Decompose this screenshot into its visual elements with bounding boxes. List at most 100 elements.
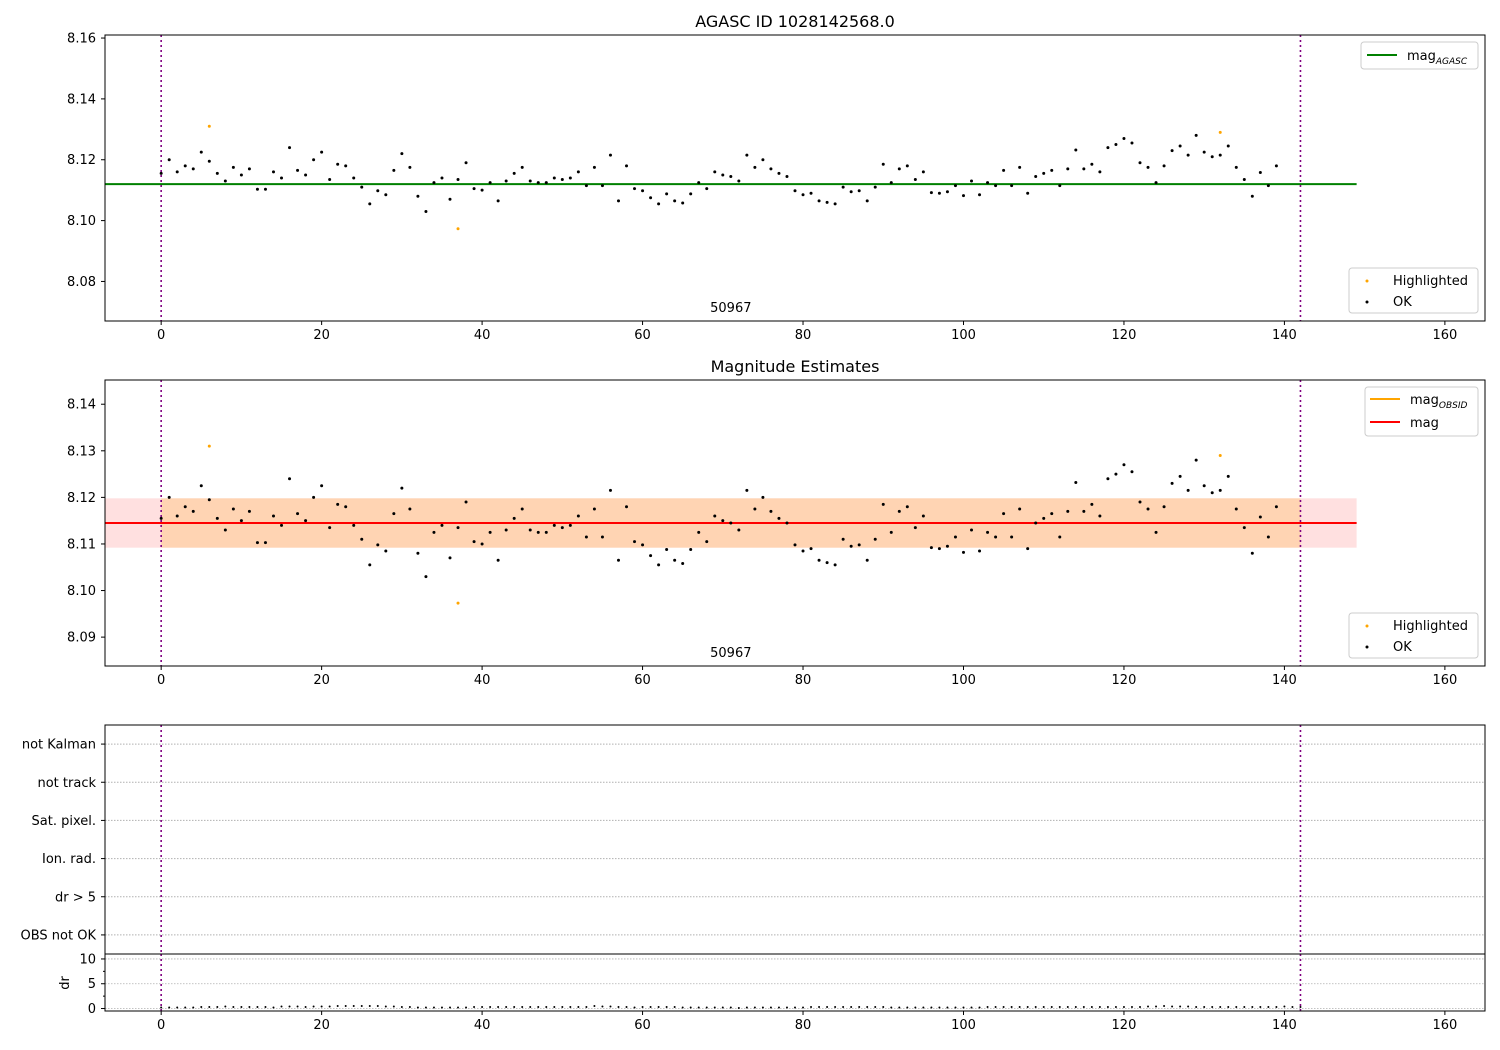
dr-point-92 xyxy=(898,1006,901,1009)
mag-ok-point-0 xyxy=(159,516,163,520)
mag-ok-point-115 xyxy=(1082,509,1086,513)
mag-ok-point-82 xyxy=(817,558,821,562)
dr-point-113 xyxy=(1066,1006,1069,1009)
agasc-ok-point-7 xyxy=(215,171,219,175)
mag-ok-point-40 xyxy=(480,542,484,546)
dr-xtick-label-160: 160 xyxy=(1432,1018,1457,1033)
dr-point-13 xyxy=(264,1006,267,1009)
dr-point-80 xyxy=(802,1006,805,1009)
dr-point-58 xyxy=(625,1006,628,1009)
dr-point-26 xyxy=(368,1005,371,1008)
dr-point-18 xyxy=(304,1006,307,1009)
agasc-ok-point-97 xyxy=(937,191,941,195)
mag-ytick-label-2: 8.11 xyxy=(67,537,96,552)
dr-x-ticks: 0 20 40 60 80 100 120 140 160 xyxy=(157,1011,1457,1033)
agasc-ok-point-82 xyxy=(817,199,821,203)
mag-ok-point-76 xyxy=(769,509,773,513)
mag-legend-mag-label: mag xyxy=(1410,416,1439,431)
dr-point-90 xyxy=(882,1006,885,1009)
agasc-ok-point-45 xyxy=(520,165,524,169)
mag-legend-points: Highlighted OK xyxy=(1348,612,1479,659)
dr-point-111 xyxy=(1050,1006,1053,1009)
mag-ok-point-136 xyxy=(1250,551,1254,555)
dr-point-29 xyxy=(392,1005,395,1008)
mag-legend-ok-label: OK xyxy=(1393,640,1412,655)
agasc-y-ticks: 8.08 8.10 8.12 8.14 8.16 xyxy=(67,32,105,290)
agasc-ok-point-117 xyxy=(1098,170,1102,174)
dr-frame xyxy=(104,953,1486,1012)
dr-point-33 xyxy=(424,1006,427,1009)
dr-xtick-label-20: 20 xyxy=(313,1018,330,1033)
dr-point-59 xyxy=(633,1006,636,1009)
dr-point-82 xyxy=(818,1006,821,1009)
dr-xtick-label-60: 60 xyxy=(634,1018,651,1033)
mag-ok-point-37 xyxy=(456,526,460,530)
mag-ok-point-97 xyxy=(937,547,941,551)
dr-point-52 xyxy=(577,1006,580,1009)
agasc-ok-point-102 xyxy=(978,193,982,197)
mag-ok-point-99 xyxy=(953,535,957,539)
dr-point-108 xyxy=(1026,1006,1029,1009)
mag-ok-point-44 xyxy=(512,516,516,520)
mag-ok-point-48 xyxy=(544,530,548,534)
mag-ok-point-73 xyxy=(745,488,749,492)
mag-ok-point-129 xyxy=(1194,458,1198,462)
agasc-ok-point-33 xyxy=(424,209,428,213)
agasc-ok-point-106 xyxy=(1010,184,1014,188)
agasc-ok-point-11 xyxy=(247,167,251,171)
mag-highlighted-point-2 xyxy=(1218,453,1222,457)
mag-ok-point-78 xyxy=(785,521,789,525)
agasc-ok-point-43 xyxy=(504,179,508,183)
dr-point-134 xyxy=(1235,1006,1238,1009)
dr-point-1 xyxy=(168,1006,171,1009)
mag-xtick-label-80: 80 xyxy=(795,673,812,688)
mag-ok-point-32 xyxy=(416,551,420,555)
agasc-ok-point-22 xyxy=(336,162,340,166)
mag-ok-point-123 xyxy=(1146,507,1150,511)
mag-ok-point-50 xyxy=(560,526,564,530)
mag-ok-point-18 xyxy=(304,519,308,523)
agasc-highlighted-point-1 xyxy=(456,227,460,231)
agasc-annotation: 50967 xyxy=(710,301,751,316)
mag-legend-highlighted-label: Highlighted xyxy=(1393,619,1468,634)
mag-ok-point-3 xyxy=(183,505,187,509)
dr-point-91 xyxy=(890,1006,893,1009)
agasc-ok-point-19 xyxy=(312,158,316,162)
dr-point-109 xyxy=(1034,1006,1037,1009)
mag-xtick-label-20: 20 xyxy=(313,673,330,688)
mag-ok-point-112 xyxy=(1058,535,1062,539)
mag-ok-point-110 xyxy=(1042,516,1046,520)
agasc-ok-point-27 xyxy=(376,189,380,193)
mag-ok-point-138 xyxy=(1266,535,1270,539)
dr-point-93 xyxy=(906,1006,909,1009)
agasc-ok-point-128 xyxy=(1186,153,1190,157)
mag-ok-point-69 xyxy=(713,514,717,518)
mag-ytick-label-4: 8.13 xyxy=(67,444,96,459)
agasc-x-ticks: 0 20 40 60 80 100 120 140 160 xyxy=(157,321,1457,343)
mag-ok-point-26 xyxy=(368,563,372,567)
mag-ok-point-71 xyxy=(729,521,733,525)
mag-xtick-label-120: 120 xyxy=(1112,673,1137,688)
agasc-xtick-label-60: 60 xyxy=(634,328,651,343)
agasc-ok-point-139 xyxy=(1274,164,1278,168)
mag-ok-point-58 xyxy=(625,505,629,509)
dr-point-15 xyxy=(280,1005,283,1008)
dr-point-8 xyxy=(224,1005,227,1008)
agasc-ok-point-78 xyxy=(785,174,789,178)
agasc-ok-point-12 xyxy=(255,187,259,191)
agasc-ok-point-32 xyxy=(416,194,420,198)
agasc-ok-point-0 xyxy=(159,171,163,175)
agasc-ok-point-68 xyxy=(705,187,709,191)
agasc-ok-point-17 xyxy=(296,168,300,172)
agasc-ok-point-130 xyxy=(1202,150,1206,154)
agasc-ok-point-31 xyxy=(408,165,412,169)
mag-ok-point-51 xyxy=(568,523,572,527)
mag-ok-point-62 xyxy=(657,563,661,567)
agasc-ok-point-62 xyxy=(657,202,661,206)
dr-point-139 xyxy=(1275,1006,1278,1009)
mag-ok-point-85 xyxy=(841,537,845,541)
dr-point-37 xyxy=(457,1006,460,1009)
agasc-ok-point-71 xyxy=(729,174,733,178)
agasc-ok-point-96 xyxy=(929,191,933,195)
agasc-ok-point-61 xyxy=(649,196,653,200)
